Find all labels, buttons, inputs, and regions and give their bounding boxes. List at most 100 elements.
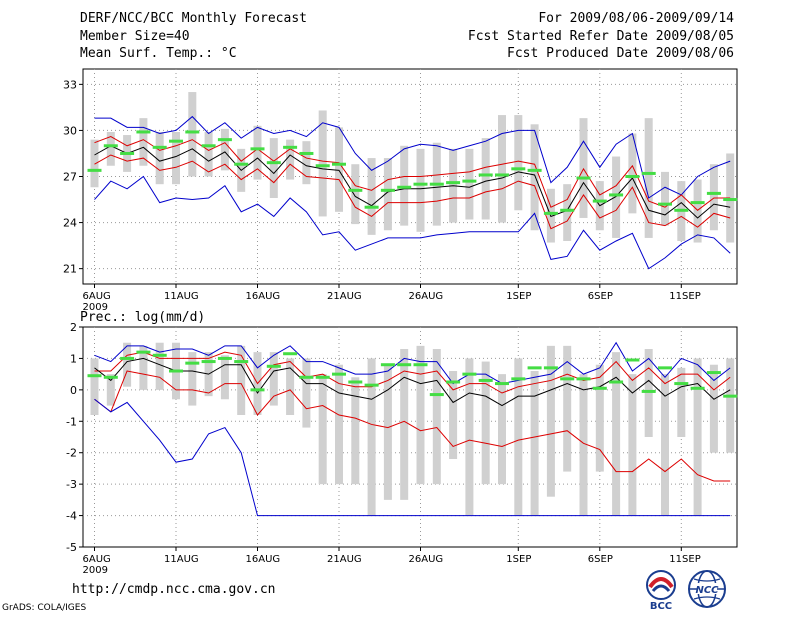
temp-spread-box [416, 148, 425, 232]
temp-observed-marker [723, 198, 738, 202]
prec-spread-box [546, 345, 555, 497]
temp-observed-marker [592, 199, 607, 203]
temp-observed-marker [641, 171, 656, 175]
prec-xtick-label: 16AUG [246, 554, 281, 565]
prec-observed-marker [706, 371, 721, 375]
prec-xtick-label: 11SEP [669, 554, 700, 565]
temp-spread-box [220, 128, 229, 171]
temp-observed-marker [299, 151, 314, 155]
prec-spread-box [465, 358, 474, 516]
prec-observed-marker [397, 363, 412, 367]
temp-observed-marker [625, 175, 640, 178]
prec-spread-box [563, 345, 572, 472]
prec-observed-marker [658, 366, 672, 370]
prec-observed-marker [511, 377, 526, 381]
prec-xtick-year-label: 2009 [83, 565, 108, 576]
prec-observed-marker [576, 377, 591, 381]
temp-spread-box [530, 124, 539, 231]
prec-spread-box [644, 349, 653, 437]
temp-observed-marker [478, 173, 493, 177]
fcst-produced-date: Fcst Produced Date 2009/08/06 [507, 46, 734, 61]
prec-ytick-label: 1 [70, 352, 77, 365]
prec-ytick-label: -2 [66, 447, 77, 460]
prec-observed-marker [120, 356, 135, 360]
prec-observed-marker [674, 382, 689, 386]
temp-xtick-label: 21AUG [327, 291, 362, 302]
temp-ytick-label: 30 [63, 124, 77, 137]
temp-observed-marker [446, 181, 461, 185]
ncc-logo-text: NCC [695, 585, 719, 596]
prec-spread-box [90, 358, 99, 415]
prec-series-upper [94, 351, 731, 394]
temp-observed-marker [201, 144, 216, 148]
prec-observed-marker [103, 375, 118, 379]
source-url[interactable]: http://cmdp.ncc.cma.gov.cn [72, 582, 276, 597]
temp-ytick-label: 24 [63, 217, 77, 230]
temp-observed-marker [283, 145, 298, 149]
temp-spread-box [498, 115, 506, 223]
bcc-logo-text: BCC [650, 601, 672, 611]
temp-spread-box [106, 131, 115, 166]
prec-spread-box [481, 361, 490, 485]
prec-spread-box [726, 358, 735, 453]
temp-observed-marker [315, 164, 330, 168]
temp-spread-box [709, 164, 718, 231]
prec-spread-box [677, 367, 686, 437]
temp-ytick-label: 33 [63, 78, 77, 91]
ncc-logo-icon: NCC [688, 570, 726, 608]
prec-series-min [94, 398, 731, 517]
prec-spread-box [449, 371, 458, 459]
prec-observed-marker [87, 374, 102, 378]
chart-title: DERF/NCC/BCC Monthly Forecast [80, 11, 307, 26]
prec-observed-marker [690, 386, 705, 390]
temp-xtick-year-label: 2009 [83, 302, 108, 313]
prec-series-mean [94, 357, 731, 407]
prec-series-lower [94, 370, 731, 482]
temp-spread-box [367, 158, 376, 235]
temp-observed-marker [560, 208, 575, 212]
prec-spread-box [628, 374, 637, 516]
temp-series-min [94, 175, 731, 270]
temp-spread-box [351, 164, 360, 225]
member-size-label: Member Size=40 [80, 29, 190, 44]
temp-spread-box [302, 141, 311, 185]
temp-spread-box [514, 115, 523, 211]
prec-observed-marker [201, 360, 216, 364]
temp-observed-marker [152, 145, 167, 149]
temp-observed-marker [266, 161, 281, 165]
temp-observed-marker [332, 162, 346, 166]
prec-observed-marker [429, 393, 444, 397]
temp-observed-marker [217, 138, 232, 142]
prec-spread-box [302, 358, 311, 428]
prec-observed-marker [543, 366, 558, 370]
temp-spread-box [90, 139, 99, 188]
prec-observed-marker [495, 382, 509, 386]
prec-series-max [94, 341, 731, 385]
temp-spread-box [204, 131, 213, 177]
prec-spread-box [367, 358, 376, 516]
temp-spread-box [318, 110, 327, 217]
prec-spread-box [123, 342, 132, 387]
prec-spread-box [709, 364, 718, 453]
prec-spread-box [237, 345, 246, 415]
temp-spread-box [253, 125, 262, 180]
prec-spread-box [498, 374, 506, 485]
temp-observed-marker [185, 130, 200, 134]
prec-observed-marker [478, 378, 493, 382]
temp-observed-marker [658, 202, 672, 206]
prec-observed-marker [641, 389, 656, 393]
temp-observed-marker [690, 201, 705, 205]
temp-spread-box [335, 127, 343, 212]
temp-observed-marker [543, 211, 558, 215]
temp-spread-box [465, 148, 474, 220]
prec-observed-marker [299, 375, 314, 379]
prec-plot-frame [82, 326, 738, 548]
prec-xtick-label: 11AUG [164, 554, 199, 565]
temp-observed-marker [169, 139, 183, 143]
temp-series-max [94, 115, 731, 199]
temp-observed-marker [511, 167, 526, 171]
temp-xtick-label: 11AUG [164, 291, 199, 302]
prec-observed-marker [315, 375, 330, 379]
prec-observed-marker [446, 380, 461, 384]
